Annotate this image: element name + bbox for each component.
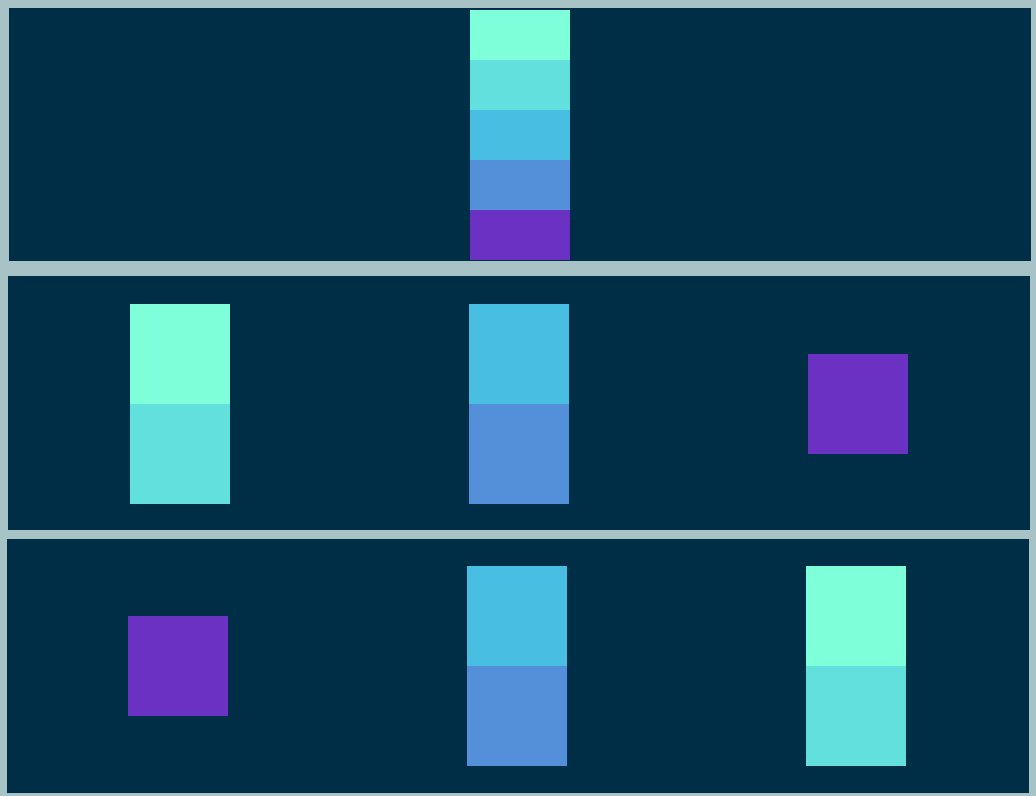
block-level-3[interactable] [469, 304, 569, 404]
block-level-4[interactable] [469, 404, 569, 504]
block-level-2[interactable] [130, 404, 230, 504]
state-panel-a [8, 276, 1030, 530]
target-panel [9, 8, 1031, 261]
target-tower [470, 10, 570, 260]
block-level-1[interactable] [130, 304, 230, 404]
block-level-4[interactable] [470, 160, 570, 210]
stack-a-2[interactable] [469, 304, 569, 504]
block-level-2[interactable] [470, 60, 570, 110]
block-level-3[interactable] [467, 566, 567, 666]
stack-a-3[interactable] [808, 354, 908, 454]
block-level-2[interactable] [806, 666, 906, 766]
block-level-5[interactable] [470, 210, 570, 260]
block-level-1[interactable] [470, 10, 570, 60]
block-level-5[interactable] [808, 354, 908, 454]
stack-b-2[interactable] [467, 566, 567, 766]
stack-b-3[interactable] [806, 566, 906, 766]
block-level-4[interactable] [467, 666, 567, 766]
stack-b-1[interactable] [128, 616, 228, 716]
block-level-1[interactable] [806, 566, 906, 666]
stack-a-1[interactable] [130, 304, 230, 504]
block-level-3[interactable] [470, 110, 570, 160]
block-level-5[interactable] [128, 616, 228, 716]
state-panel-b [7, 539, 1029, 793]
